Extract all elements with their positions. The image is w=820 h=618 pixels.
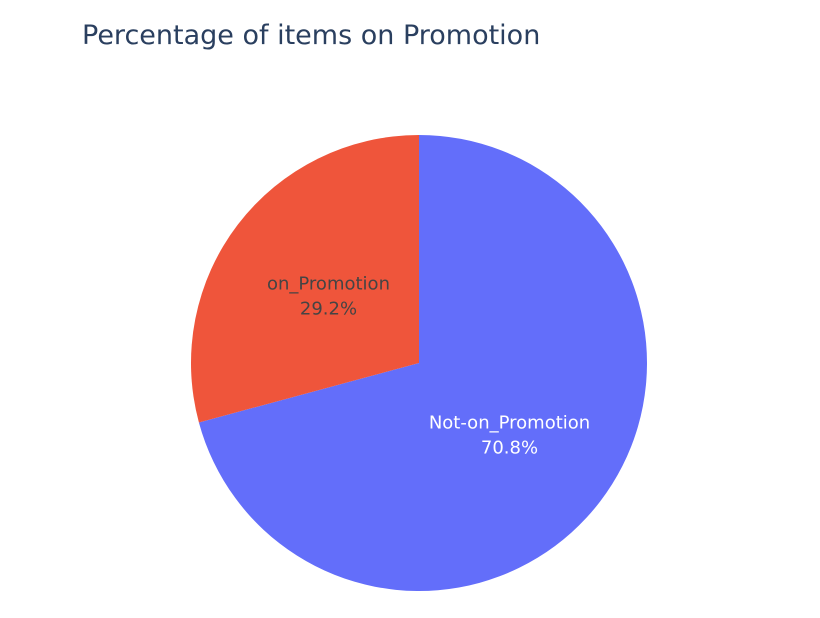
slice-label-percent: 70.8% [481, 437, 538, 458]
chart-title: Percentage of items on Promotion [82, 20, 541, 51]
slice-label: Not-on_Promotion 70.8% [429, 412, 590, 458]
slices-layer [191, 135, 648, 591]
slice-label-name: on_Promotion [267, 274, 390, 295]
labels-layer: Not-on_Promotion 70.8% on_Promotion 29.2% [267, 274, 590, 459]
pie-slice-on-promotion[interactable] [191, 135, 419, 423]
pie-slice-not-on-promotion[interactable] [198, 135, 648, 591]
slice-label-percent: 29.2% [300, 299, 357, 320]
slice-label-name: Not-on_Promotion [429, 412, 590, 433]
slice-label: on_Promotion 29.2% [267, 274, 390, 320]
